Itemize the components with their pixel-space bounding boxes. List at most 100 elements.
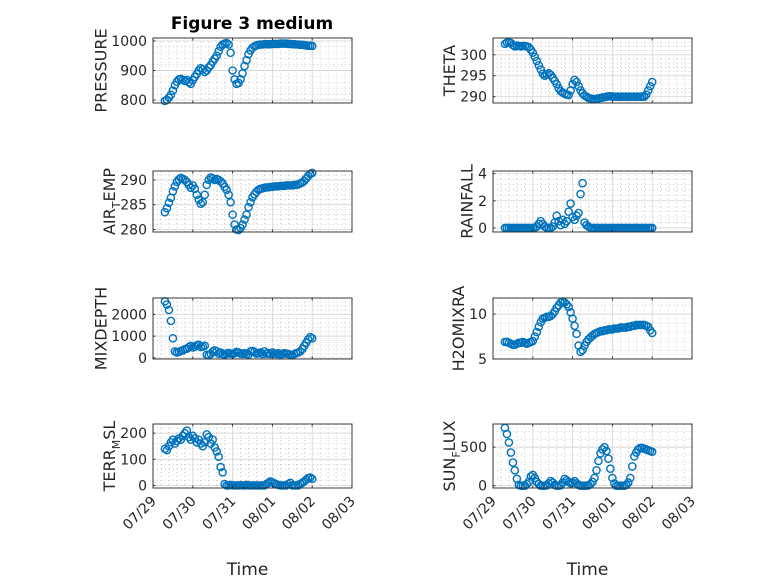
data-point xyxy=(546,223,556,233)
data-point xyxy=(212,447,221,456)
data-point xyxy=(647,328,657,338)
data-point xyxy=(256,348,265,357)
data-point xyxy=(604,454,613,464)
y-tick-label: 2000 xyxy=(111,307,147,323)
data-point xyxy=(170,182,180,191)
y-axis-label: AIRTEMP xyxy=(100,168,123,235)
data-point xyxy=(532,56,542,66)
data-point xyxy=(558,215,567,225)
data-point xyxy=(534,322,544,332)
y-tick-label: 295 xyxy=(460,69,487,85)
data-point xyxy=(305,473,315,482)
data-point xyxy=(628,462,637,471)
y-tick-label: 0 xyxy=(138,351,147,367)
data-point xyxy=(530,332,540,341)
data-point xyxy=(190,342,200,351)
y-axis-label: RAINFALL xyxy=(457,164,476,239)
y-tick-label: 10 xyxy=(469,307,487,323)
data-point xyxy=(576,189,585,199)
data-point xyxy=(166,90,176,100)
x-axis-label: Time xyxy=(226,560,269,580)
data-point xyxy=(295,347,305,356)
data-point xyxy=(564,90,573,100)
data-point xyxy=(578,178,587,188)
axes-box xyxy=(152,297,353,360)
data-point xyxy=(643,86,653,95)
y-axis-label: MIXDEPTH xyxy=(92,287,111,370)
y-tick-label: 1000 xyxy=(111,34,147,50)
data-point xyxy=(641,90,651,99)
data-point xyxy=(524,477,534,487)
data-point xyxy=(202,180,212,190)
y-tick-label: 100 xyxy=(120,452,147,468)
data-point xyxy=(234,225,243,235)
data-point xyxy=(584,222,593,231)
data-point xyxy=(230,348,239,358)
data-point xyxy=(532,327,542,337)
data-point xyxy=(564,302,573,312)
data-point xyxy=(250,347,259,357)
data-point xyxy=(226,48,235,58)
data-point xyxy=(639,92,649,102)
data-point xyxy=(598,445,607,454)
x-axis-label: Time xyxy=(566,560,609,580)
data-point xyxy=(216,462,225,472)
data-point xyxy=(264,478,273,488)
data-point xyxy=(536,65,546,74)
data-point xyxy=(307,168,317,178)
y-tick-label: 285 xyxy=(120,198,147,214)
data-point xyxy=(645,81,655,91)
data-point xyxy=(240,61,249,71)
data-point xyxy=(510,465,520,475)
data-point xyxy=(204,63,214,72)
data-point xyxy=(502,429,512,439)
data-point xyxy=(192,190,202,200)
data-point xyxy=(266,349,275,359)
data-point xyxy=(508,458,518,467)
data-point xyxy=(246,197,255,207)
data-point xyxy=(228,66,237,75)
y-axis-label: H2OMIXRA xyxy=(449,286,468,372)
data-point xyxy=(570,215,579,225)
data-point xyxy=(534,60,544,70)
figure-title: Figure 3 medium xyxy=(171,14,333,34)
axes-box xyxy=(492,170,693,233)
y-tick-label: 500 xyxy=(460,440,487,456)
data-point xyxy=(194,66,204,75)
data-point xyxy=(622,480,631,490)
y-tick-label: 0 xyxy=(138,478,147,494)
data-point xyxy=(218,468,227,477)
y-tick-label: 300 xyxy=(460,48,487,64)
data-point xyxy=(228,210,237,219)
data-point xyxy=(590,473,599,483)
data-point xyxy=(244,202,253,212)
data-point xyxy=(200,190,210,200)
data-point xyxy=(303,335,313,344)
y-tick-label: 0 xyxy=(478,221,487,237)
data-point xyxy=(538,69,548,78)
data-point xyxy=(566,199,575,208)
data-point xyxy=(552,79,561,89)
data-point xyxy=(164,305,174,315)
data-point xyxy=(524,42,534,52)
axes-box xyxy=(152,170,353,233)
data-point xyxy=(174,175,184,184)
y-tick-label: 290 xyxy=(120,173,147,189)
y-axis-label: PRESSURE xyxy=(92,28,111,112)
y-tick-label: 2 xyxy=(478,194,487,210)
data-point xyxy=(162,203,172,213)
data-point xyxy=(240,215,249,224)
data-point xyxy=(626,473,635,483)
axes-box xyxy=(492,423,693,489)
y-tick-label: 290 xyxy=(460,90,487,106)
data-point xyxy=(214,452,223,461)
data-point xyxy=(204,175,214,185)
data-point xyxy=(506,448,516,457)
data-point xyxy=(606,464,615,474)
